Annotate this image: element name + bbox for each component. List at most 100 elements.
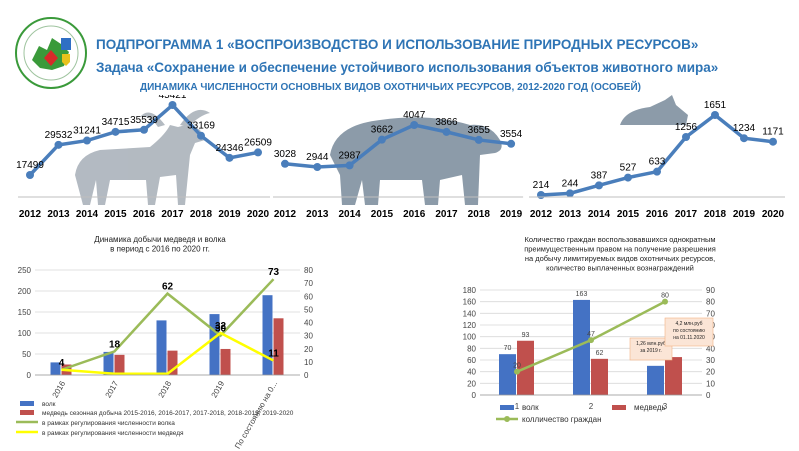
population-point — [254, 148, 262, 157]
population-year-tick: 2017 — [675, 209, 698, 220]
combo-bar — [262, 295, 273, 375]
combo-data-label: 20 — [513, 363, 521, 370]
combo-bar — [209, 314, 220, 375]
combo-data-label: 18 — [109, 339, 121, 350]
combo-legend-swatch — [500, 405, 514, 410]
population-year-tick: 2018 — [190, 209, 213, 220]
population-year-tick: 2019 — [500, 209, 523, 220]
combo-left-tick: 20 — [467, 379, 476, 388]
population-point — [537, 191, 545, 199]
population-point — [442, 127, 451, 136]
population-year-tick: 2016 — [646, 209, 669, 220]
combo-left-tick: 140 — [463, 309, 477, 318]
population-point — [377, 135, 386, 144]
combo-right-tick: 80 — [304, 266, 313, 275]
population-data-label: 1651 — [704, 100, 727, 111]
combo-legend-label: волк — [42, 401, 56, 408]
population-data-label: 35539 — [130, 115, 158, 126]
combo-chart-title: преимущественным правом на получение раз… — [524, 245, 716, 254]
combo-right-tick: 0 — [706, 391, 711, 400]
population-year-tick: 2012 — [19, 209, 42, 220]
combo-data-label: 73 — [268, 267, 280, 278]
annotation-box — [629, 337, 673, 361]
population-year-tick: 2014 — [76, 209, 99, 220]
combo-legend-swatch — [612, 405, 626, 410]
combo-line-marker — [662, 298, 668, 305]
population-data-label: 1171 — [762, 127, 784, 138]
combo-data-label: 62 — [162, 282, 174, 293]
combo-left-tick: 200 — [18, 287, 32, 296]
combo-series-line — [61, 331, 275, 375]
combo-category-tick: 3 — [663, 402, 668, 411]
combo-data-label: 70 — [504, 345, 512, 352]
population-year-tick: 2012 — [274, 209, 297, 220]
combo-right-tick: 40 — [304, 319, 313, 328]
combo-data-label: 163 — [576, 291, 588, 298]
population-point — [566, 189, 574, 198]
annotation-box — [664, 317, 714, 347]
population-point — [26, 171, 34, 179]
combo-legend-swatch — [20, 401, 34, 406]
combo-data-label: 30 — [215, 324, 227, 335]
population-data-label: 3662 — [371, 125, 394, 136]
population-data-label: 3655 — [468, 125, 491, 136]
population-point — [345, 161, 354, 170]
population-data-label: 33169 — [187, 121, 215, 132]
combo-right-tick: 90 — [706, 286, 715, 295]
combo-legend-label: медведь сезонная добыча 2015-2016, 2016-… — [42, 409, 294, 417]
combo-left-tick: 0 — [27, 371, 32, 380]
population-year-tick: 2018 — [468, 209, 491, 220]
population-data-label: 244 — [562, 178, 579, 189]
combo-right-tick: 30 — [304, 332, 313, 341]
population-year-tick: 2015 — [104, 209, 127, 220]
population-data-label: 17499 — [16, 160, 44, 171]
combo-right-tick: 80 — [706, 298, 715, 307]
population-point — [410, 121, 419, 129]
population-point — [624, 173, 632, 182]
population-year-tick: 2016 — [133, 209, 156, 220]
combo-series-line — [61, 278, 275, 371]
combo-left-tick: 80 — [467, 344, 476, 353]
combo-left-tick: 160 — [463, 298, 477, 307]
combo-legend-label: в рамках регулирования численности волка — [42, 420, 175, 427]
population-year-tick: 2012 — [530, 209, 553, 220]
combo-right-tick: 70 — [706, 309, 715, 318]
combo-left-tick: 250 — [18, 266, 32, 275]
combo-data-label: 47 — [587, 331, 595, 338]
population-year-tick: 2014 — [338, 209, 361, 220]
combo-category-tick: 2018 — [157, 379, 174, 399]
combo-left-tick: 180 — [463, 286, 477, 295]
population-point — [197, 131, 205, 140]
population-data-label: 527 — [620, 163, 637, 174]
combo-left-tick: 100 — [18, 329, 32, 338]
page-title: ПОДПРОГРАММА 1 «ВОСПРОИЗВОДСТВО И ИСПОЛЬ… — [96, 37, 699, 52]
population-data-label: 34715 — [102, 117, 130, 128]
population-data-label: 31241 — [73, 126, 101, 137]
combo-bar — [647, 365, 664, 395]
combo-bar — [167, 350, 178, 375]
combo-data-label: 32 — [215, 321, 227, 332]
population-data-label: 214 — [533, 180, 550, 191]
population-year-tick: 2019 — [733, 209, 756, 220]
combo-legend-swatch — [20, 410, 34, 415]
combo-category-tick: 1 — [515, 402, 520, 411]
combo-right-tick: 40 — [706, 344, 715, 353]
combo-left-tick: 40 — [467, 368, 476, 377]
population-point — [168, 101, 177, 109]
combo-left-tick: 120 — [463, 321, 477, 330]
combo-bar — [220, 348, 231, 375]
combo-right-tick: 50 — [304, 305, 313, 314]
combo-right-tick: 60 — [304, 292, 313, 301]
population-series-line — [284, 123, 512, 169]
population-data-label: 1256 — [675, 122, 698, 133]
combo-bar — [50, 362, 61, 375]
population-year-tick: 2020 — [247, 209, 270, 220]
population-year-tick: 2014 — [588, 209, 611, 220]
population-year-tick: 2015 — [617, 209, 640, 220]
population-data-label: 2944 — [306, 152, 329, 163]
population-data-label: 387 — [591, 170, 608, 181]
combo-category-tick: 2019 — [210, 379, 227, 399]
combo-category-tick: 2016 — [51, 379, 68, 399]
population-year-tick: 2016 — [403, 209, 426, 220]
